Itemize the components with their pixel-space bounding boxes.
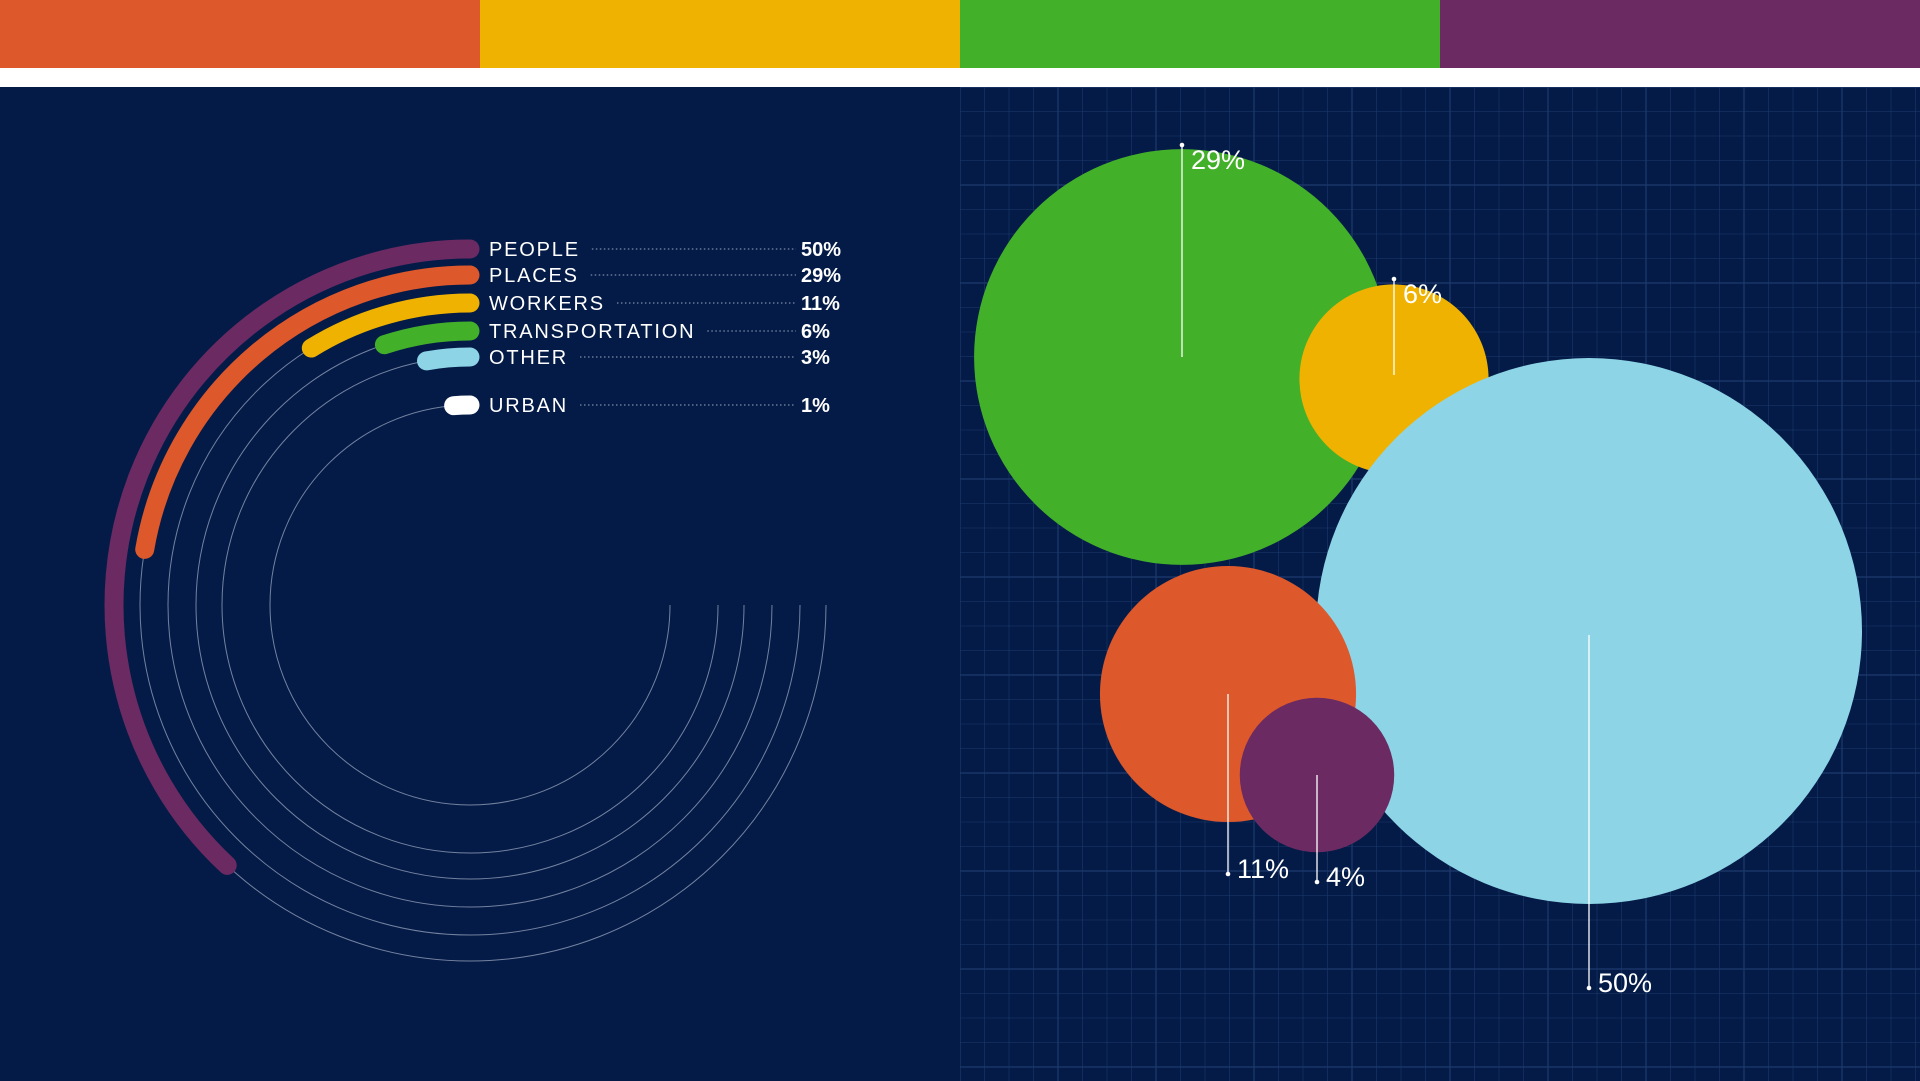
radial-bar	[104, 239, 480, 875]
bubble-leader-dot	[1391, 276, 1397, 282]
radial-track	[221, 356, 719, 854]
legend-value: 6%	[801, 321, 830, 343]
bubble-value-label: 6%	[1403, 279, 1442, 309]
legend-value: 3%	[801, 347, 830, 369]
legend-label: TRANSPORTATION	[489, 321, 695, 343]
bubble-chart: 29% 6% 50% 11% 4%	[974, 142, 1862, 998]
purple-stripe	[1440, 0, 1920, 68]
radial-bar-chart: PEOPLE 50% PLACES 29% WORKERS 11% TRANSPORTATI…	[104, 239, 841, 962]
bubble-leader-dot	[1314, 879, 1320, 885]
legend-label: PEOPLE	[489, 239, 580, 261]
radial-bar	[374, 321, 480, 355]
radial-bar	[301, 293, 480, 358]
bubble-value-label: 4%	[1326, 862, 1365, 892]
radial-track	[167, 302, 773, 908]
legend-label: URBAN	[489, 395, 568, 417]
color-stripe-bar	[0, 0, 1920, 68]
radial-bar	[135, 265, 480, 559]
legend-value: 11%	[801, 293, 840, 315]
bubble-leader-dot	[1225, 871, 1231, 877]
bubble	[1316, 358, 1862, 904]
legend-label: WORKERS	[489, 293, 605, 315]
bubble-leader-dot	[1179, 142, 1185, 148]
legend-value: 50%	[801, 239, 841, 261]
radial-bar	[444, 395, 480, 416]
green-stripe	[960, 0, 1440, 68]
yellow-stripe	[480, 0, 960, 68]
legend-label: PLACES	[489, 265, 579, 287]
radial-track	[269, 404, 671, 806]
legend-value: 29%	[801, 265, 841, 287]
radial-track	[195, 330, 745, 880]
bubble-value-label: 50%	[1598, 968, 1652, 998]
orange-stripe	[0, 0, 480, 68]
bubble-value-label: 11%	[1237, 854, 1289, 884]
radial-bar	[417, 347, 480, 371]
legend-label: OTHER	[489, 347, 568, 369]
legend-value: 1%	[801, 395, 830, 417]
bubble-value-label: 29%	[1191, 145, 1245, 175]
bubble-leader-dot	[1586, 985, 1592, 991]
